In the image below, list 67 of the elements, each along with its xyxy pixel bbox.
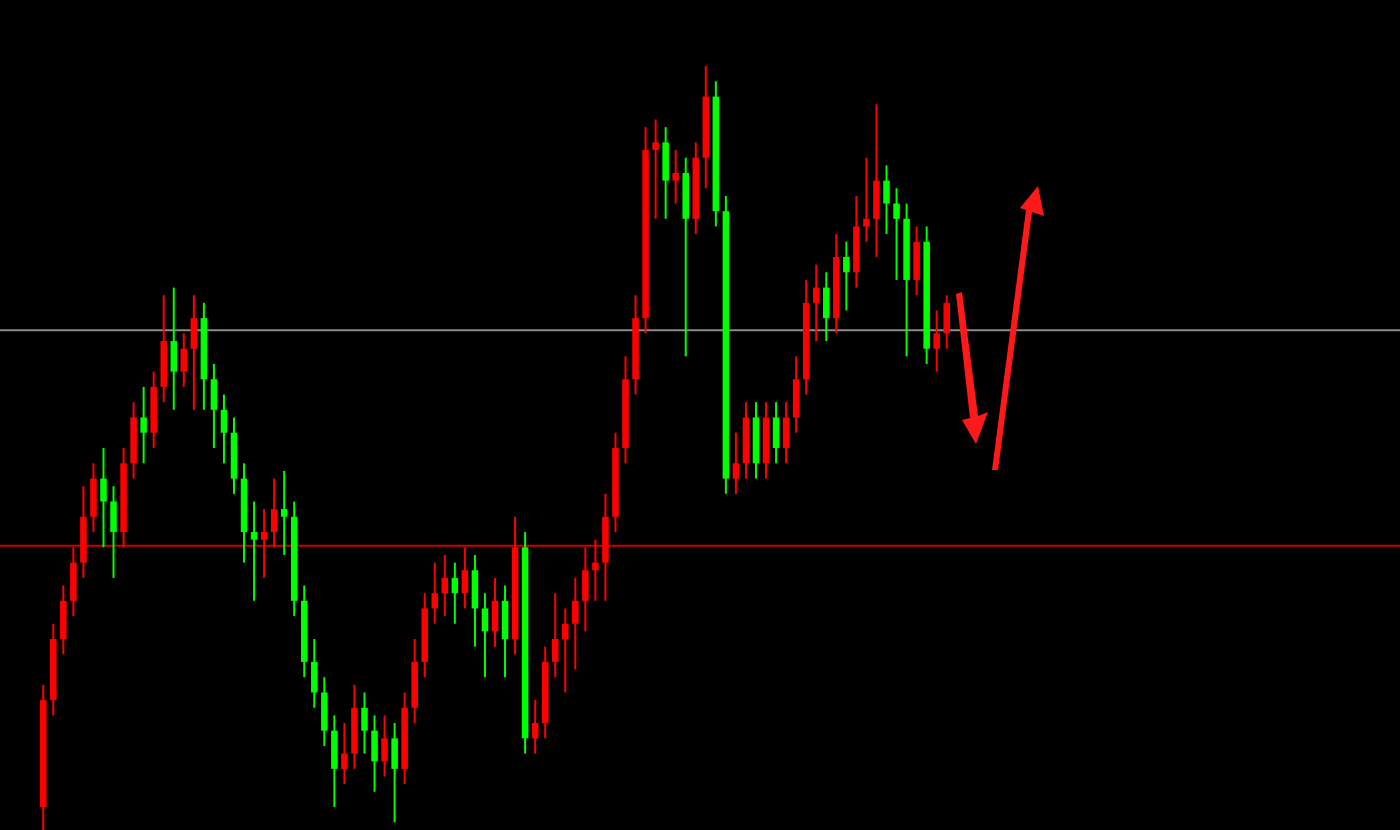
candlestick: [441, 553, 449, 618]
candlestick: [90, 462, 97, 534]
candlestick: [582, 546, 589, 633]
candlestick: [351, 683, 358, 770]
candlestick: [913, 225, 920, 297]
candlestick: [883, 164, 890, 236]
candlestick: [943, 294, 950, 350]
candlestick: [371, 714, 378, 793]
candlestick: [602, 492, 609, 602]
candlestick: [361, 691, 368, 755]
candlestick: [70, 546, 77, 618]
candlestick: [792, 355, 800, 434]
candlestick: [451, 561, 459, 625]
candlestick: [752, 401, 760, 480]
candlestick: [461, 546, 469, 610]
candlestick: [873, 103, 880, 258]
candlestick: [592, 538, 599, 602]
candlestick: [682, 156, 689, 358]
candlestick: [662, 126, 669, 220]
candlestick: [150, 370, 157, 449]
candlestick: [843, 240, 850, 312]
candlestick: [893, 187, 900, 281]
candlestick: [572, 576, 579, 671]
candlestick: [180, 332, 188, 388]
candlestick: [732, 431, 740, 495]
candlestick: [531, 699, 539, 755]
candlestick: [60, 584, 67, 656]
candlestick: [782, 401, 790, 465]
candlestick: [391, 722, 398, 824]
candlestick: [471, 553, 479, 648]
candlestick: [742, 401, 750, 480]
candlestick: [270, 477, 278, 549]
candlestick: [311, 638, 318, 709]
candlestick: [812, 263, 820, 343]
candlestick: [331, 714, 338, 809]
candlestick: [823, 271, 830, 343]
candlestick: [190, 294, 198, 411]
candlestick: [933, 309, 940, 373]
candlestick: [381, 714, 388, 778]
candlestick: [130, 401, 137, 480]
candlestick: [481, 592, 489, 679]
candlestick: [140, 385, 147, 465]
candlestick: [341, 722, 348, 786]
candlestick: [501, 584, 509, 679]
candlestick: [230, 416, 238, 495]
candlestick: [280, 469, 288, 556]
candlestick: [863, 156, 870, 243]
candlestick: [210, 362, 218, 449]
candlestick: [431, 561, 439, 625]
candlestick: [491, 576, 499, 648]
candlestick: [220, 393, 228, 465]
candlestick: [100, 447, 107, 549]
candlestick: [562, 607, 569, 694]
candlestick: [260, 508, 268, 579]
candlestick: [772, 401, 780, 465]
candlestick: [250, 500, 258, 602]
candlestick: [321, 676, 328, 747]
candlestick: [80, 485, 87, 579]
candlestick: [762, 401, 770, 480]
candlestick: [411, 638, 418, 725]
candlestick: [652, 118, 659, 220]
candlestick: [110, 485, 117, 579]
candlestick: [170, 286, 178, 411]
candlestick: [672, 149, 679, 205]
candlestick: [853, 194, 860, 289]
candlestick: [160, 294, 167, 404]
candlestick: [551, 592, 559, 679]
